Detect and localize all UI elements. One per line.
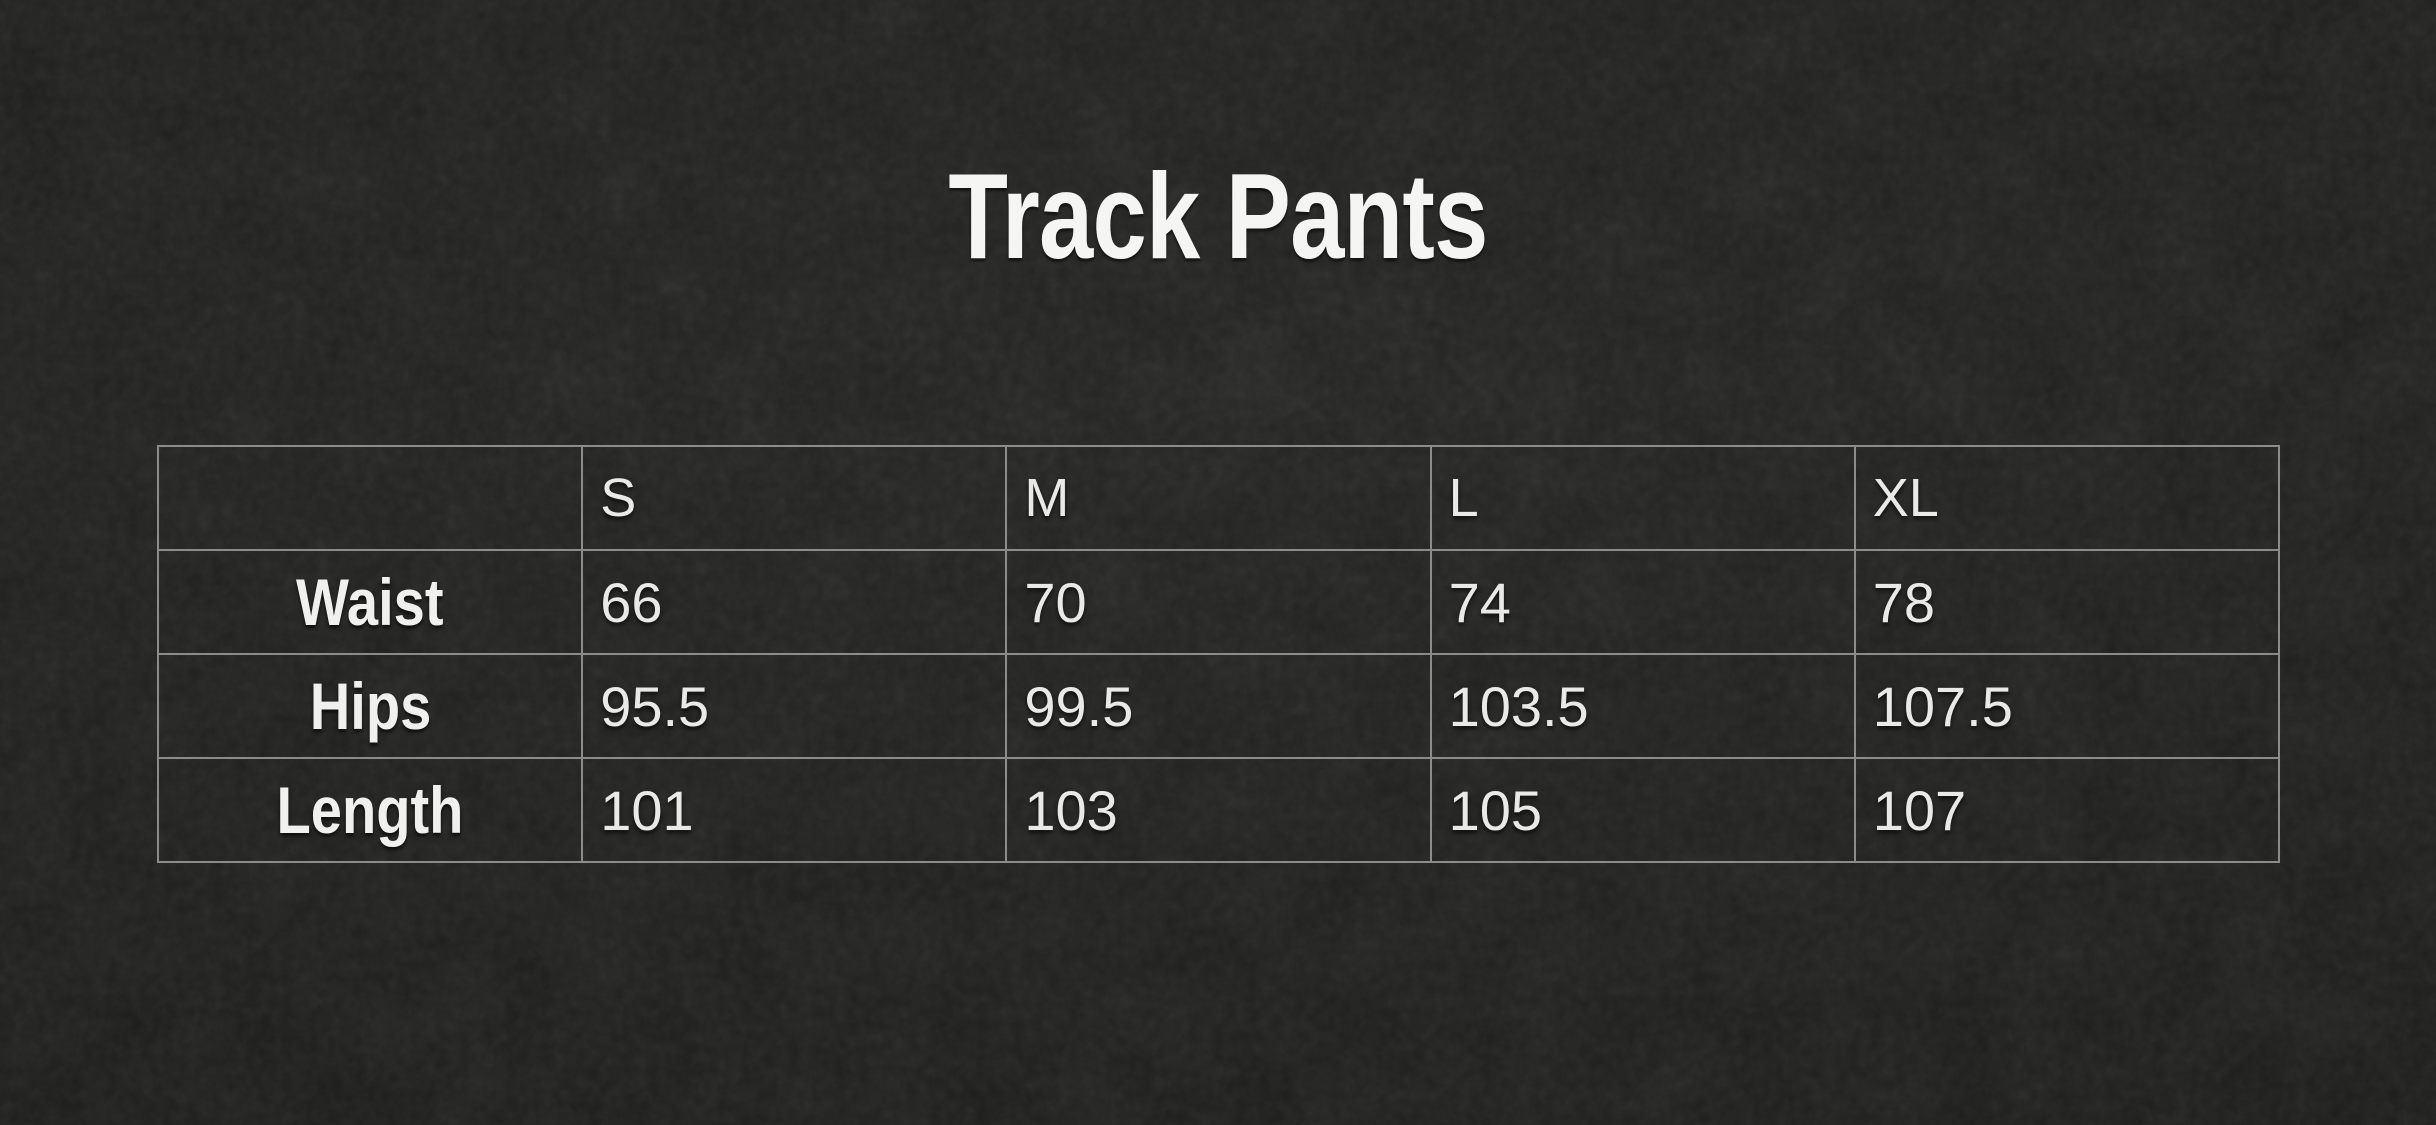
table-row-waist: Waist 66 70 74 78 (156, 549, 2281, 655)
waist-s-cell: 66 (581, 549, 1008, 655)
column-header-xl: XL (1853, 445, 2281, 551)
header-row: S M L XL (156, 445, 2281, 551)
table-row-hips: Hips 95.5 99.5 103.5 107.5 (156, 653, 2281, 759)
hips-xl-cell: 107.5 (1853, 653, 2281, 759)
size-chart-table: S M L XL Waist 66 70 74 78 Hips 95.5 99.… (156, 445, 2281, 863)
table-row-length: Length 101 103 105 107 (156, 757, 2281, 863)
waist-m-cell: 70 (1005, 549, 1432, 655)
length-xl-cell: 107 (1853, 757, 2281, 863)
page-title: Track Pants (0, 155, 2436, 277)
hips-m-cell: 99.5 (1005, 653, 1432, 759)
hips-l-cell: 103.5 (1429, 653, 1856, 759)
page-title-text: Track Pants (948, 148, 1488, 284)
corner-cell (156, 445, 584, 551)
waist-l-cell: 74 (1429, 549, 1856, 655)
length-l-cell: 105 (1429, 757, 1856, 863)
waist-xl-cell: 78 (1853, 549, 2281, 655)
length-m-cell: 103 (1005, 757, 1432, 863)
column-header-s: S (581, 445, 1008, 551)
row-label-length: Length (156, 757, 584, 863)
row-label-waist: Waist (156, 549, 584, 655)
column-header-m: M (1005, 445, 1432, 551)
row-label-hips: Hips (156, 653, 584, 759)
length-s-cell: 101 (581, 757, 1008, 863)
hips-s-cell: 95.5 (581, 653, 1008, 759)
column-header-l: L (1429, 445, 1856, 551)
